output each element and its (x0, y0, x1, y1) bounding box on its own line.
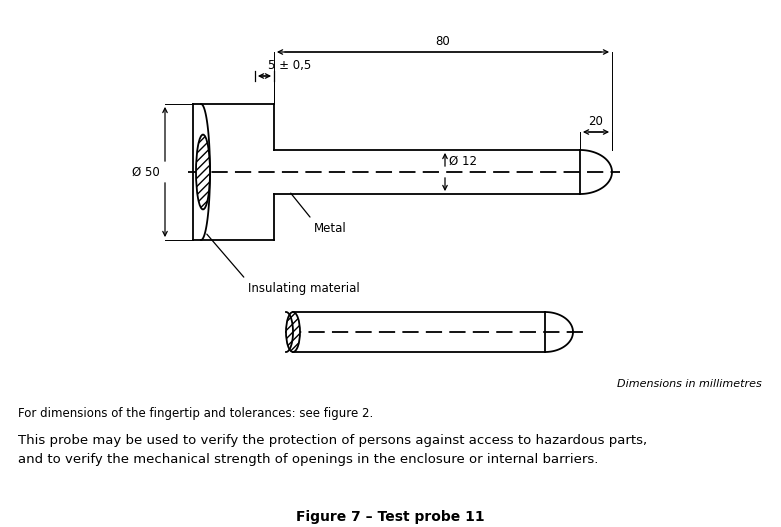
Text: 5 ± 0,5: 5 ± 0,5 (269, 59, 312, 72)
Text: Figure 7 – Test probe 11: Figure 7 – Test probe 11 (296, 510, 484, 524)
Text: Insulating material: Insulating material (207, 234, 360, 295)
Text: For dimensions of the fingertip and tolerances: see figure 2.: For dimensions of the fingertip and tole… (18, 407, 373, 420)
Ellipse shape (286, 312, 300, 352)
Text: 20: 20 (589, 115, 604, 128)
Text: Dimensions in millimetres: Dimensions in millimetres (617, 379, 762, 389)
Text: This probe may be used to verify the protection of persons against access to haz: This probe may be used to verify the pro… (18, 434, 647, 466)
Text: Ø 50: Ø 50 (132, 165, 160, 179)
Text: Ø 12: Ø 12 (449, 155, 477, 168)
Text: 80: 80 (436, 35, 451, 48)
Ellipse shape (196, 134, 210, 209)
Text: Metal: Metal (291, 193, 347, 235)
